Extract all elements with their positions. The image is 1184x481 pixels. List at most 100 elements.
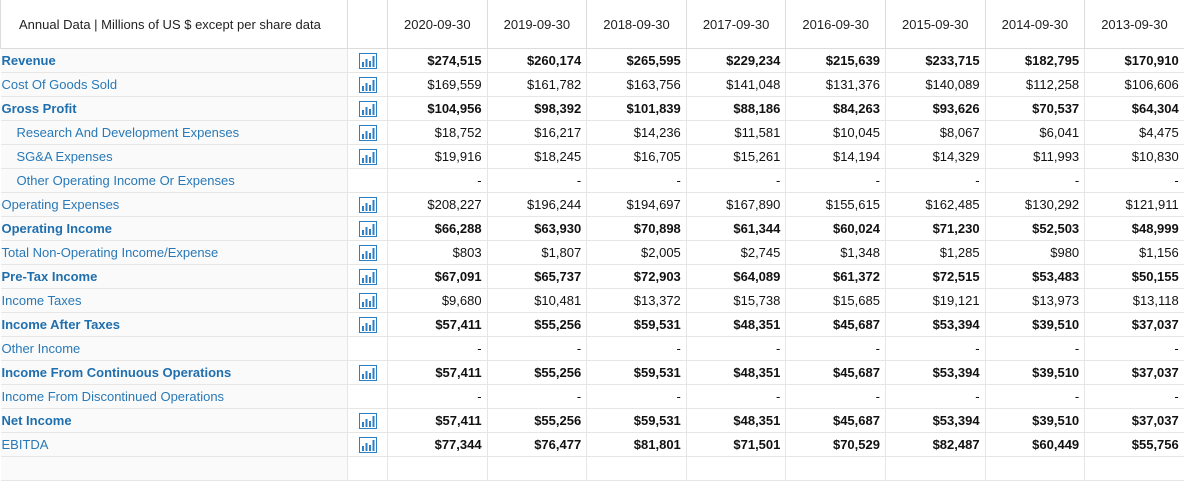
value-cell: $13,372 <box>587 289 687 313</box>
value-cell: $10,045 <box>786 121 886 145</box>
value-cell: $37,037 <box>1085 361 1184 385</box>
row-label[interactable]: Income From Discontinued Operations <box>1 385 348 409</box>
value-cell: $4,475 <box>1085 121 1184 145</box>
value-cell: $55,756 <box>1085 433 1184 457</box>
row-label[interactable]: Other Income <box>1 337 348 361</box>
row-label[interactable]: Gross Profit <box>1 97 348 121</box>
value-cell: $39,510 <box>985 313 1085 337</box>
row-label[interactable]: EBITDA <box>1 433 348 457</box>
value-cell: $98,392 <box>487 97 587 121</box>
value-cell: $6,041 <box>985 121 1085 145</box>
table-row: Income From Continuous Operations$57,411… <box>1 361 1184 385</box>
chart-icon[interactable] <box>359 317 377 333</box>
row-label[interactable]: Total Non-Operating Income/Expense <box>1 241 348 265</box>
chart-icon-cell <box>348 313 388 337</box>
value-cell <box>388 457 488 481</box>
chart-icon[interactable] <box>359 125 377 141</box>
value-cell: $19,916 <box>388 145 488 169</box>
value-cell: $45,687 <box>786 361 886 385</box>
table-row: Gross Profit$104,956$98,392$101,839$88,1… <box>1 97 1184 121</box>
column-header: 2017-09-30 <box>686 0 786 49</box>
value-cell: $104,956 <box>388 97 488 121</box>
value-cell: $101,839 <box>587 97 687 121</box>
row-label[interactable]: Operating Expenses <box>1 193 348 217</box>
value-cell: $72,903 <box>587 265 687 289</box>
chart-icon-cell <box>348 169 388 193</box>
value-cell <box>1085 457 1184 481</box>
value-cell: $260,174 <box>487 49 587 73</box>
value-cell: $194,697 <box>587 193 687 217</box>
row-label[interactable]: Research And Development Expenses <box>1 121 348 145</box>
chart-icon[interactable] <box>359 437 377 453</box>
chart-icon-cell <box>348 433 388 457</box>
chart-icon-cell <box>348 121 388 145</box>
value-cell: - <box>388 337 488 361</box>
chart-icon[interactable] <box>359 197 377 213</box>
row-label <box>1 457 348 481</box>
value-cell: $53,394 <box>885 409 985 433</box>
row-label[interactable]: Pre-Tax Income <box>1 265 348 289</box>
row-label[interactable]: Cost Of Goods Sold <box>1 73 348 97</box>
value-cell: $163,756 <box>587 73 687 97</box>
chart-icon-cell <box>348 97 388 121</box>
table-row-partial <box>1 457 1184 481</box>
table-row: Operating Expenses$208,227$196,244$194,6… <box>1 193 1184 217</box>
value-cell: $141,048 <box>686 73 786 97</box>
table-body: Revenue$274,515$260,174$265,595$229,234$… <box>1 49 1184 481</box>
chart-icon-cell <box>348 217 388 241</box>
column-header: 2020-09-30 <box>388 0 488 49</box>
value-cell: - <box>1085 385 1184 409</box>
table-row: Total Non-Operating Income/Expense$803$1… <box>1 241 1184 265</box>
value-cell: $15,261 <box>686 145 786 169</box>
column-header: 2014-09-30 <box>985 0 1085 49</box>
row-label[interactable]: Income After Taxes <box>1 313 348 337</box>
chart-icon[interactable] <box>359 293 377 309</box>
chart-icon[interactable] <box>359 413 377 429</box>
row-label[interactable]: SG&A Expenses <box>1 145 348 169</box>
chart-icon[interactable] <box>359 101 377 117</box>
chart-icon[interactable] <box>359 269 377 285</box>
value-cell: $11,581 <box>686 121 786 145</box>
chart-icon-cell <box>348 361 388 385</box>
table-row: Other Income-------- <box>1 337 1184 361</box>
value-cell: $45,687 <box>786 409 886 433</box>
value-cell: $10,830 <box>1085 145 1184 169</box>
chart-icon[interactable] <box>359 245 377 261</box>
value-cell: $19,121 <box>885 289 985 313</box>
column-header: 2015-09-30 <box>885 0 985 49</box>
value-cell: $15,738 <box>686 289 786 313</box>
value-cell: $2,745 <box>686 241 786 265</box>
row-label[interactable]: Other Operating Income Or Expenses <box>1 169 348 193</box>
value-cell: $81,801 <box>587 433 687 457</box>
value-cell: $55,256 <box>487 409 587 433</box>
chart-icon-cell <box>348 337 388 361</box>
column-header: 2013-09-30 <box>1085 0 1184 49</box>
value-cell: $60,449 <box>985 433 1085 457</box>
chart-icon[interactable] <box>359 221 377 237</box>
value-cell: $93,626 <box>885 97 985 121</box>
row-label[interactable]: Net Income <box>1 409 348 433</box>
row-label[interactable]: Income Taxes <box>1 289 348 313</box>
value-cell: $106,606 <box>1085 73 1184 97</box>
chart-icon[interactable] <box>359 53 377 69</box>
value-cell: - <box>885 385 985 409</box>
row-label[interactable]: Operating Income <box>1 217 348 241</box>
chart-icon[interactable] <box>359 149 377 165</box>
chart-icon[interactable] <box>359 77 377 93</box>
row-label[interactable]: Income From Continuous Operations <box>1 361 348 385</box>
value-cell: $10,481 <box>487 289 587 313</box>
value-cell: $121,911 <box>1085 193 1184 217</box>
table-row: Income From Discontinued Operations-----… <box>1 385 1184 409</box>
value-cell: $229,234 <box>686 49 786 73</box>
value-cell: $1,285 <box>885 241 985 265</box>
value-cell: $55,256 <box>487 313 587 337</box>
value-cell: $130,292 <box>985 193 1085 217</box>
value-cell: $77,344 <box>388 433 488 457</box>
chart-icon[interactable] <box>359 365 377 381</box>
value-cell: - <box>587 169 687 193</box>
value-cell: - <box>885 169 985 193</box>
value-cell: $63,930 <box>487 217 587 241</box>
row-label[interactable]: Revenue <box>1 49 348 73</box>
value-cell: $53,483 <box>985 265 1085 289</box>
